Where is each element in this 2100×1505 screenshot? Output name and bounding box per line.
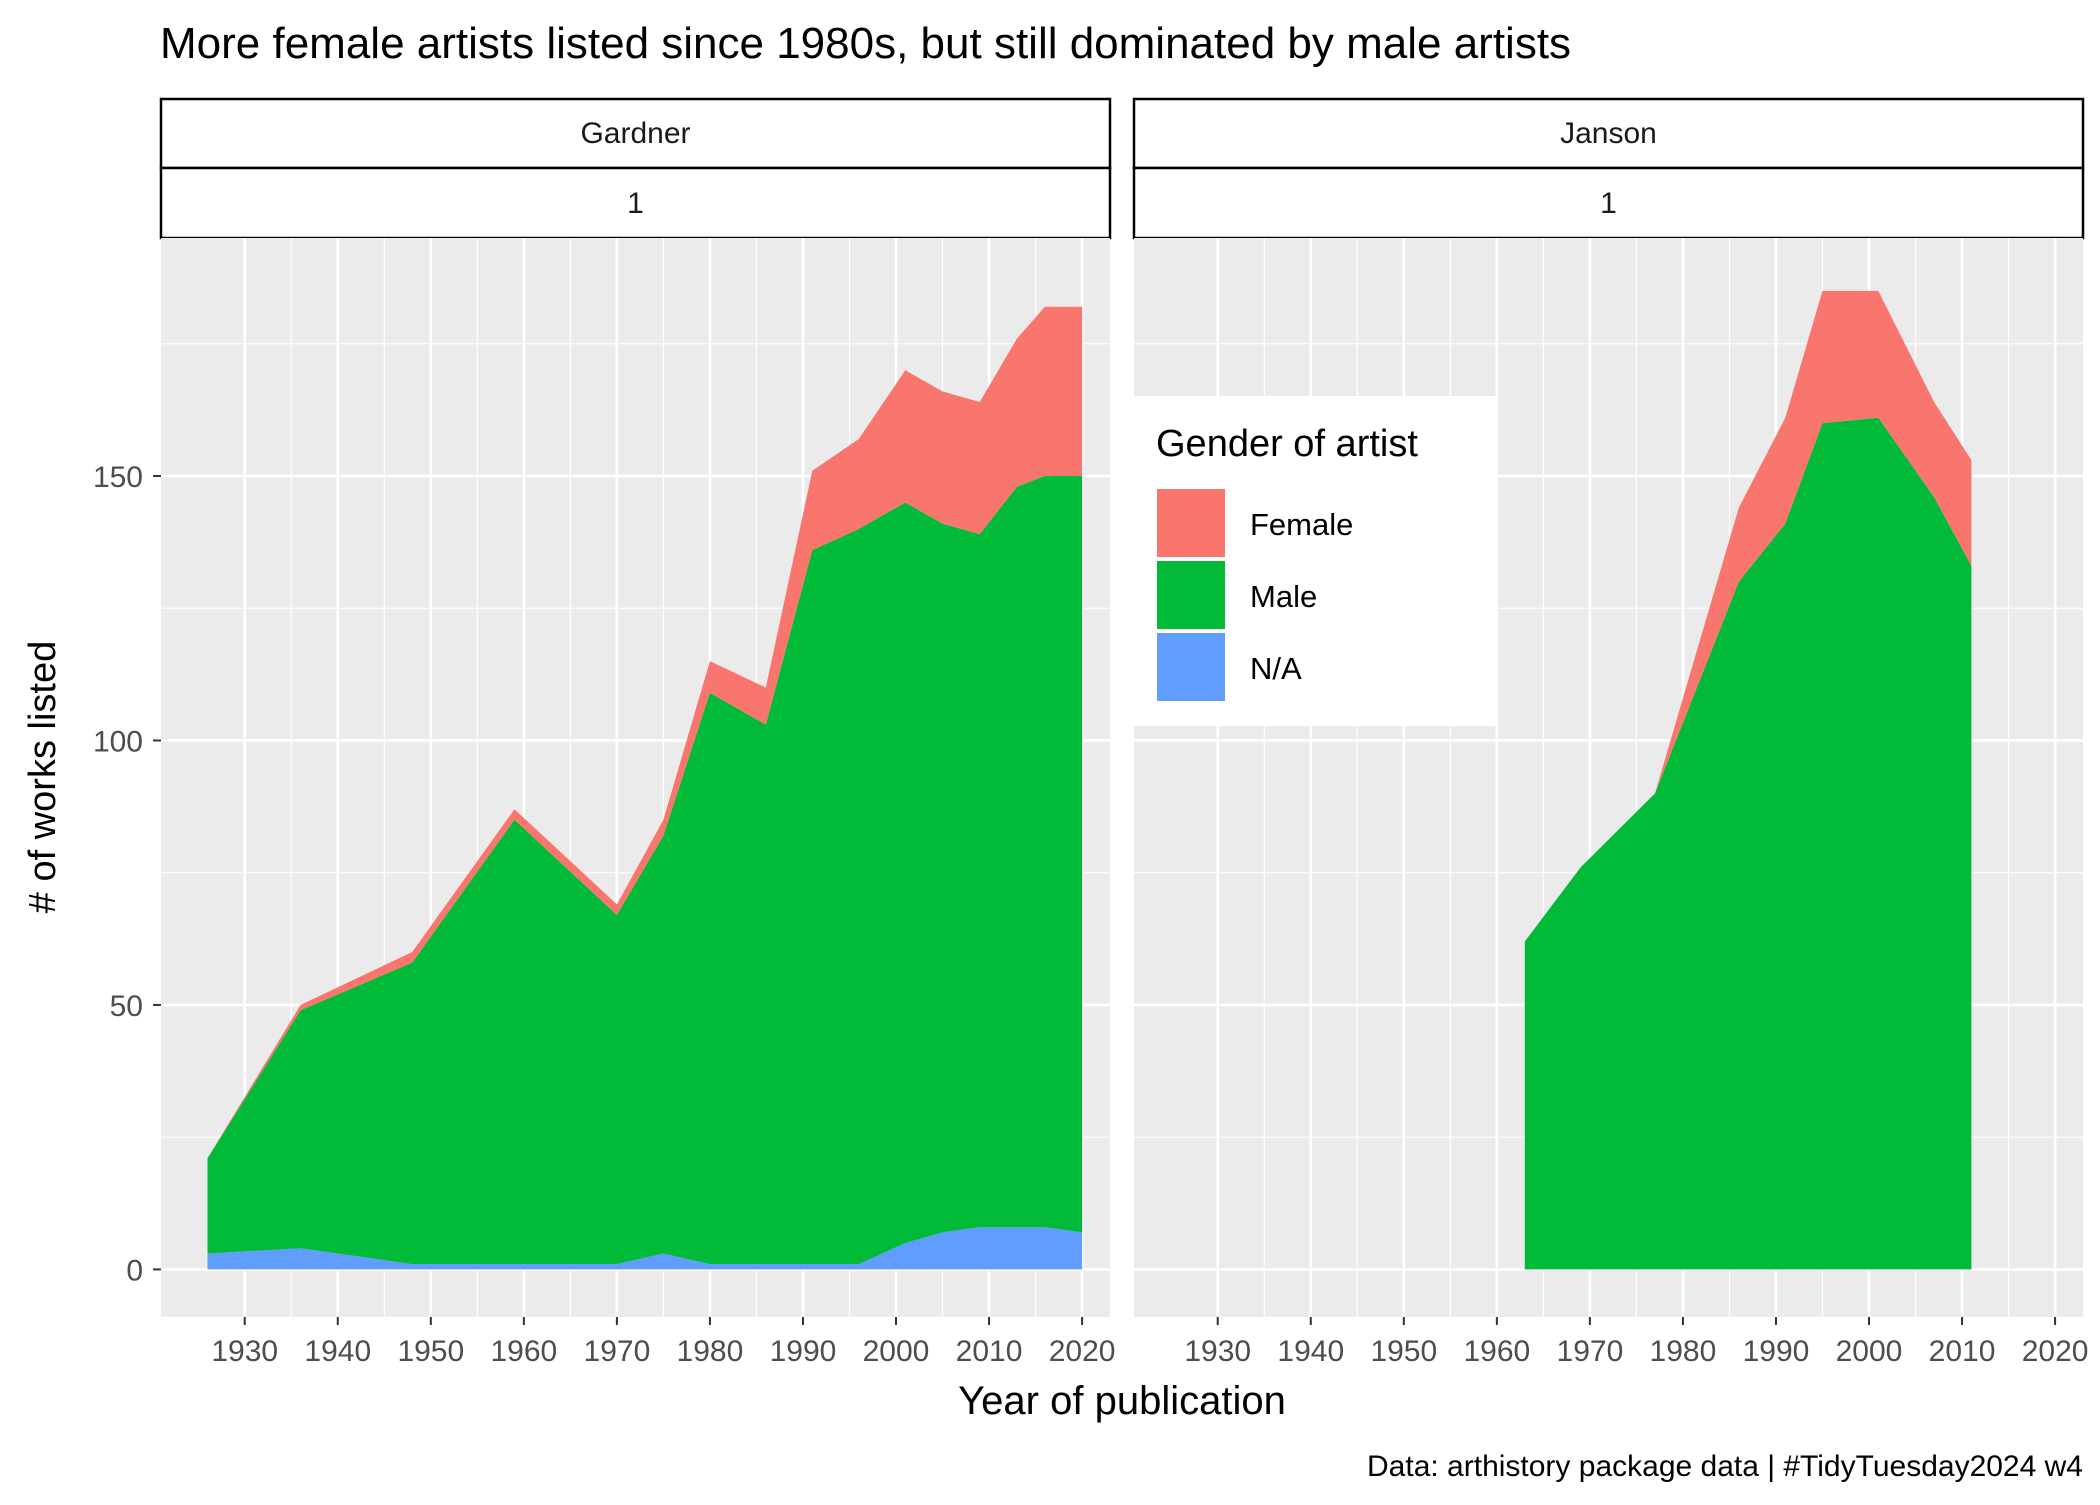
area-n-a: [207, 1227, 1083, 1270]
x-tick-label: 2010: [956, 1335, 1023, 1368]
caption: Data: arthistory package data | #TidyTue…: [1367, 1450, 2083, 1483]
x-tick-label: 1980: [677, 1335, 744, 1368]
panel-janson-areas: [1524, 290, 1972, 1270]
y-tick-label: 0: [126, 1254, 143, 1287]
panel-gardner: Gardner 1 1930 1940 1950 1960 1970 1980 1990 20…: [159, 97, 1115, 1368]
x-tick-label: 2000: [863, 1335, 930, 1368]
chart-title: More female artists listed since 1980s, …: [160, 19, 1571, 68]
x-tick-label: 1960: [1463, 1335, 1530, 1368]
legend-label-male: Male: [1250, 579, 1317, 614]
panel-gardner-areas: [207, 306, 1083, 1270]
strip-gardner-outer: [159, 97, 1112, 170]
strip-janson-sublabel: 1: [1600, 187, 1617, 220]
x-tick-label: 1960: [490, 1335, 557, 1368]
y-axis: 0 50 100 150: [93, 461, 161, 1287]
legend: Gender of artist Female Male N/A: [1132, 396, 1497, 726]
x-tick-label: 1990: [770, 1335, 837, 1368]
y-axis-title: # of works listed: [22, 641, 64, 913]
strip-gardner-inner: [159, 166, 1112, 240]
strip-janson-outer: [1132, 97, 2085, 170]
strip-gardner-label: Gardner: [580, 117, 690, 150]
x-tick-label: 1940: [304, 1335, 371, 1368]
x-tick-label: 1990: [1743, 1335, 1810, 1368]
y-tick-label: 150: [93, 461, 143, 494]
x-tick-label: 1930: [211, 1335, 278, 1368]
x-tick-label: 1970: [584, 1335, 651, 1368]
x-tick-label: 1950: [397, 1335, 464, 1368]
x-tick-label: 1930: [1184, 1335, 1251, 1368]
legend-title: Gender of artist: [1156, 423, 1418, 465]
x-tick-label: 1940: [1277, 1335, 1344, 1368]
strip-janson-label: Janson: [1560, 117, 1657, 150]
y-tick-label: 100: [93, 725, 143, 758]
legend-key-male: [1155, 559, 1227, 631]
area-male: [1524, 417, 1972, 1270]
x-tick-label: 2020: [2022, 1335, 2089, 1368]
x-axis-title: Year of publication: [958, 1379, 1286, 1423]
legend-label-na: N/A: [1250, 651, 1302, 686]
area-male: [207, 476, 1083, 1265]
panel-gardner-x-axis: 1930 1940 1950 1960 1970 1980 1990 2000 2010 2020: [211, 1317, 1115, 1368]
x-tick-label: 2000: [1836, 1335, 1903, 1368]
legend-key-na: [1155, 631, 1227, 703]
x-tick-label: 1950: [1370, 1335, 1437, 1368]
legend-label-female: Female: [1250, 507, 1353, 542]
x-tick-label: 1970: [1557, 1335, 1624, 1368]
x-tick-label: 2020: [1049, 1335, 1116, 1368]
x-tick-label: 1980: [1650, 1335, 1717, 1368]
strip-gardner-sublabel: 1: [627, 187, 644, 220]
y-tick-label: 50: [110, 990, 143, 1023]
legend-key-female: [1155, 487, 1227, 559]
panel-janson-x-axis: 1930 1940 1950 1960 1970 1980 1990 2000 2010 2020: [1184, 1317, 2088, 1368]
x-tick-label: 2010: [1929, 1335, 1996, 1368]
panel-janson: Janson 1 1930 1940 1950 1960 1970 1980 1990 200…: [1132, 97, 2088, 1368]
area-female: [207, 306, 1083, 1159]
